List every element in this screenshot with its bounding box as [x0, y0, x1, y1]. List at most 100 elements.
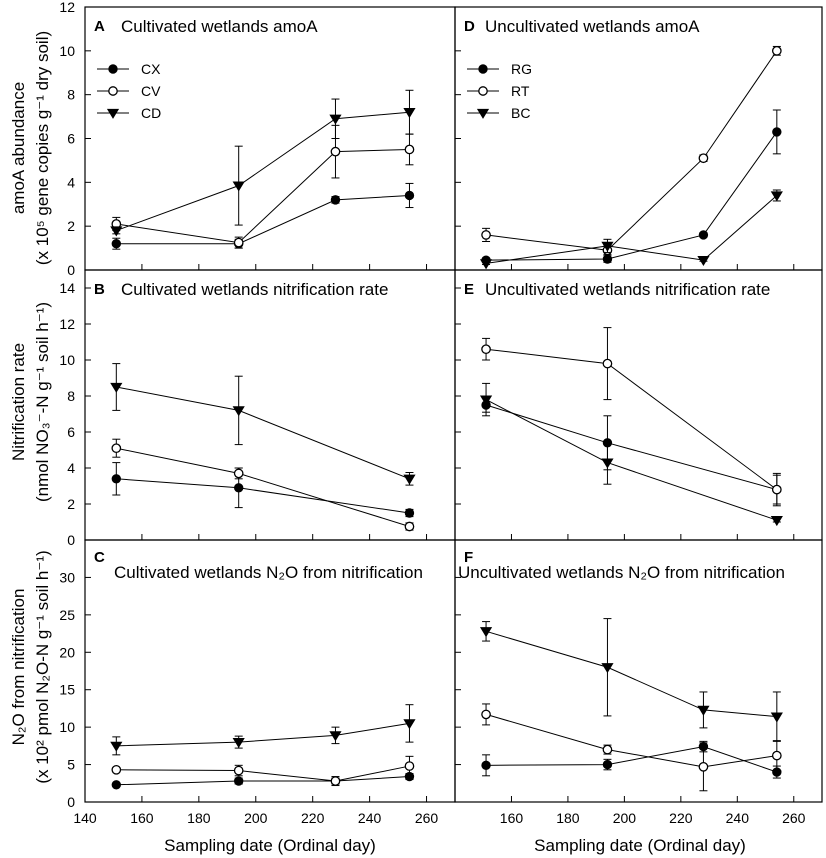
panel-letter-F: F: [464, 549, 473, 566]
data-point-F-RG-0: [481, 760, 491, 771]
panel-frame-E: [454, 269, 823, 541]
data-point-F-RT-1: [602, 744, 613, 755]
legend-marker-A-CD: [106, 108, 120, 119]
panel-title-E: Uncultivated wetlands nitrification rate: [485, 280, 770, 299]
data-point-B-CD-1: [232, 406, 245, 417]
y-tick-label-B-14: 14: [59, 280, 75, 296]
x-tick-label-F-240: 240: [726, 810, 750, 826]
data-point-B-CV-1: [233, 468, 244, 479]
data-point-F-BC-3: [770, 712, 783, 723]
x-tick-label-F-220: 220: [669, 810, 693, 826]
data-point-D-RT-3: [771, 45, 782, 56]
data-point-D-BC-0: [479, 259, 493, 270]
data-point-B-CX-2: [404, 508, 415, 518]
panel-A: 0 2 4 6 8 10 12 A Cultivated wetlands amoA CX CV CD: [59, 0, 456, 278]
data-point-E-RT-1: [602, 358, 613, 369]
data-point-F-BC-2: [697, 705, 710, 716]
x-title-left: Sampling date (Ordinal day): [164, 836, 376, 855]
legend-marker-A-CV: [108, 86, 118, 96]
series-line-D-RG: [486, 131, 778, 261]
x-tick-label-C-140: 140: [73, 810, 97, 826]
y-tick-label-C-25: 25: [59, 607, 75, 623]
data-point-C-CX-1: [233, 776, 244, 786]
panel-title-F: Uncultivated wetlands N₂O from nitrifica…: [458, 563, 785, 582]
series-line-E-BC: [485, 399, 777, 521]
x-tick-label-F-180: 180: [556, 810, 580, 826]
y-tick-label-C-20: 20: [59, 644, 75, 660]
panel-frame-D: [454, 6, 823, 271]
data-point-E-BC-1: [601, 458, 614, 469]
series-line-D-BC: [485, 195, 778, 264]
data-point-C-CD-1: [232, 737, 245, 749]
x-tick-label-F-200: 200: [613, 810, 637, 826]
legend-label-D-RG: RG: [511, 61, 532, 77]
panel-B: 0 2 4 6 8 10 12 14 B Cultivated wetlands nitrific…: [59, 269, 456, 548]
series-line-F-RT: [485, 713, 777, 768]
data-point-B-CX-0: [111, 474, 122, 484]
y-tick-label-B-0: 0: [67, 532, 75, 548]
data-point-A-CX-3: [404, 190, 415, 201]
data-point-E-BC-2: [770, 516, 783, 527]
y-tick-label-B-10: 10: [59, 352, 75, 368]
y-title-row2-line2: (nmol NO₃⁻-N g⁻¹ soil h⁻¹): [33, 302, 52, 502]
y-title-row3-line1: N₂O from nitrification: [9, 589, 28, 746]
data-point-A-CV-3: [404, 144, 415, 155]
data-point-D-RG-2: [698, 230, 709, 240]
panel-title-B: Cultivated wetlands nitrification rate: [121, 280, 388, 299]
legend-label-A-CX: CX: [141, 61, 161, 77]
y-tick-label-A-4: 4: [67, 174, 75, 190]
series-line-E-RG: [485, 404, 777, 491]
data-point-B-CD-0: [110, 382, 123, 393]
data-point-E-RT-0: [481, 344, 491, 355]
series-line-F-RG: [486, 746, 777, 773]
series-line-B-CX: [116, 478, 410, 514]
data-point-B-CD-2: [403, 474, 416, 485]
data-point-E-RT-2: [771, 484, 782, 495]
data-point-D-BC-2: [697, 255, 710, 267]
data-point-D-BC-3: [770, 191, 783, 202]
y-tick-label-B-12: 12: [59, 316, 75, 332]
series-line-C-CD: [116, 722, 410, 747]
series-line-B-CD: [116, 386, 410, 480]
x-tick-label-C-180: 180: [187, 810, 211, 826]
series-line-E-RT: [485, 348, 778, 491]
series-line-A-CX: [116, 194, 410, 245]
panel-E: E Uncultivated wetlands nitrification rat…: [454, 269, 823, 541]
panel-title-C: Cultivated wetlands N₂O from nitrificati…: [114, 563, 423, 582]
y-tick-label-C-10: 10: [59, 719, 75, 735]
data-point-A-CD-2: [329, 114, 342, 125]
panel-D: D Uncultivated wetlands amoA RG RT BC: [454, 6, 823, 271]
y-tick-label-C-5: 5: [67, 757, 75, 773]
y-tick-label-A-8: 8: [67, 87, 75, 103]
panel-title-D: Uncultivated wetlands amoA: [485, 17, 700, 36]
data-point-D-BC-1: [601, 241, 614, 252]
legend-label-A-CV: CV: [141, 83, 161, 99]
legend-marker-D-RT: [478, 86, 488, 96]
data-point-B-CV-2: [404, 521, 415, 532]
data-point-A-CV-2: [330, 146, 341, 157]
x-tick-label-C-240: 240: [358, 810, 382, 826]
series-line-C-CX: [116, 776, 410, 786]
panel-frame-F: [454, 539, 823, 803]
y-tick-label-A-6: 6: [67, 131, 75, 147]
panel-letter-E: E: [464, 281, 474, 298]
y-title-row1-line1: amoA abundance: [9, 82, 28, 214]
data-point-D-RG-1: [602, 254, 613, 264]
series-line-F-BC: [485, 630, 777, 718]
y-tick-label-C-30: 30: [59, 569, 75, 585]
x-tick-label-C-200: 200: [244, 810, 268, 826]
data-point-A-CX-2: [330, 195, 341, 205]
panel-frame-A: [84, 6, 456, 271]
y-tick-label-B-6: 6: [67, 424, 75, 440]
legend-marker-D-BC: [476, 108, 490, 119]
y-tick-label-B-4: 4: [67, 460, 75, 476]
data-point-F-RT-2: [698, 761, 709, 772]
panel-frame-B: [84, 269, 456, 541]
y-title-row1-line2: (x 10⁵ gene copies g⁻¹ dry soil): [33, 31, 52, 265]
data-point-C-CD-2: [329, 731, 342, 742]
data-point-C-CX-0: [111, 780, 122, 790]
y-title-row3-line2: (x 10² pmol N₂O-N g⁻¹ soil h⁻¹): [33, 550, 52, 783]
data-point-F-RT-0: [481, 709, 491, 720]
